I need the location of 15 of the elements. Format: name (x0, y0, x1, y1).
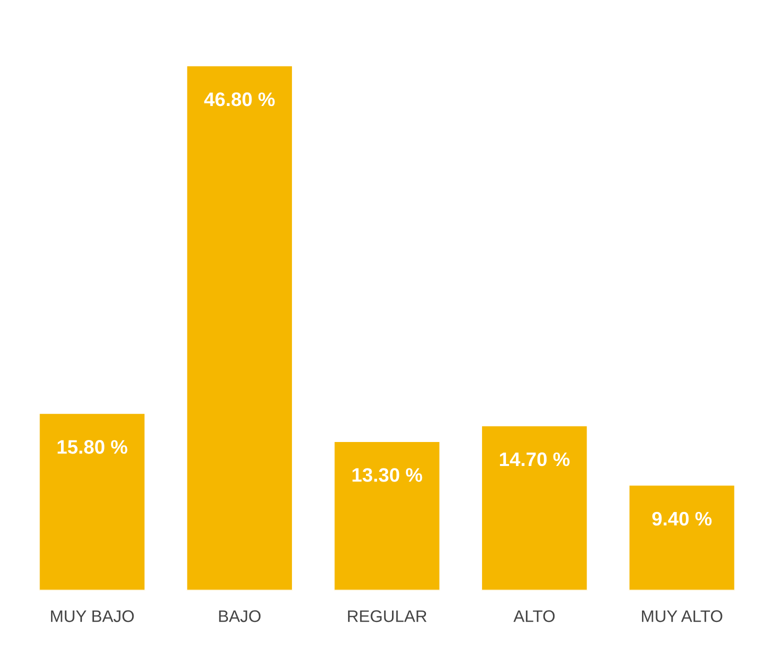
data-label: 9.40 % (652, 512, 712, 526)
bar (333, 440, 441, 590)
data-label: 15.80 % (58, 440, 128, 454)
bar (628, 484, 736, 590)
x-tick-label: REGULAR (348, 610, 427, 622)
x-tick-label: MUY ALTO (642, 610, 722, 622)
bar (38, 412, 146, 590)
data-label: 14.70 % (500, 452, 570, 466)
bar (186, 64, 294, 590)
x-tick-label: ALTO (513, 610, 555, 622)
x-tick-label: BAJO (219, 610, 261, 622)
bar (480, 424, 588, 590)
data-label: 13.30 % (352, 468, 422, 482)
data-label: 46.80 % (204, 92, 275, 106)
x-tick-label: MUY BAJO (51, 610, 134, 622)
